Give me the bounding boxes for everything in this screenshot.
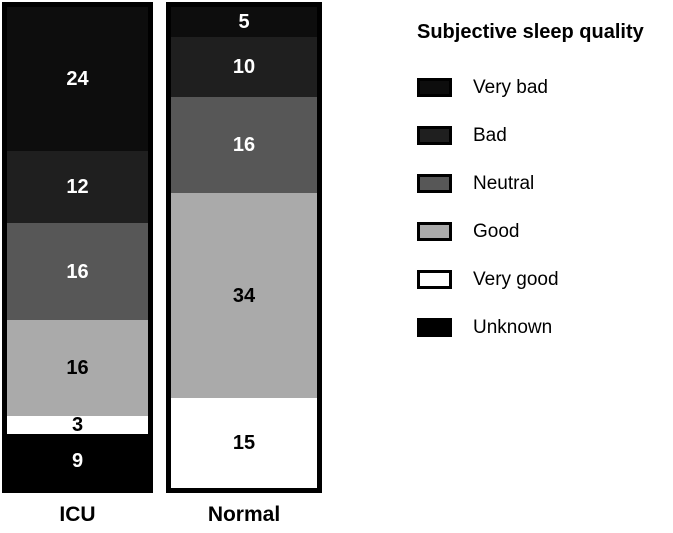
- legend-item-label: Unknown: [473, 316, 553, 338]
- bar-column-icu: 24 12 16 16 3 9 ICU: [2, 2, 153, 527]
- bar-segment-icu-good: 16: [7, 319, 148, 416]
- legend-items: Very bad Bad Neutral Good Very good Unknown: [417, 76, 644, 338]
- segment-value-label: 34: [232, 284, 256, 307]
- legend-swatch-icon: [417, 270, 452, 289]
- legend: Subjective sleep quality Very bad Bad Neut…: [417, 22, 644, 366]
- bar-segment-normal-bad: 10: [171, 37, 317, 98]
- legend-item-good: Good: [417, 220, 644, 242]
- stacked-bar-chart: 24 12 16 16 3 9 ICU 5 10 16 34 15 Normal: [2, 2, 322, 527]
- segment-value-label: 3: [71, 413, 84, 436]
- segment-value-label: 9: [71, 449, 84, 472]
- bar-segment-icu-bad: 12: [7, 151, 148, 224]
- legend-item-label: Neutral: [473, 172, 535, 194]
- segment-value-label: 16: [232, 134, 256, 157]
- segment-value-label: 10: [232, 56, 256, 79]
- bar-column-normal: 5 10 16 34 15 Normal: [166, 2, 322, 527]
- segment-value-label: 24: [66, 68, 89, 91]
- bar-segment-icu-very-good: 3: [7, 413, 148, 436]
- legend-swatch-icon: [417, 78, 452, 97]
- stacked-bar-icu: 24 12 16 16 3 9: [2, 2, 153, 493]
- bar-segment-normal-very-good: 15: [171, 397, 317, 488]
- legend-item-label: Very good: [473, 268, 559, 290]
- bar-segment-normal-neutral: 16: [171, 97, 317, 194]
- legend-item-label: Bad: [473, 124, 507, 146]
- legend-swatch-icon: [417, 126, 452, 145]
- legend-swatch-icon: [417, 174, 452, 193]
- legend-swatch-icon: [417, 222, 452, 241]
- bar-segment-icu-neutral: 16: [7, 223, 148, 320]
- segment-value-label: 16: [66, 356, 89, 379]
- segment-value-label: 15: [232, 431, 256, 454]
- segment-value-label: 12: [66, 176, 89, 199]
- bar-segment-icu-unknown: 9: [7, 433, 148, 488]
- legend-item-unknown: Unknown: [417, 316, 644, 338]
- bar-segment-icu-very-bad: 24: [7, 7, 148, 152]
- legend-item-label: Very bad: [473, 76, 548, 98]
- category-label-icu: ICU: [59, 503, 96, 526]
- segment-value-label: 5: [238, 11, 250, 34]
- bar-segment-normal-very-bad: 5: [171, 7, 317, 38]
- segment-value-label: 16: [66, 260, 89, 283]
- legend-item-label: Good: [473, 220, 520, 242]
- stacked-bar-normal: 5 10 16 34 15: [166, 2, 322, 493]
- legend-item-very-bad: Very bad: [417, 76, 644, 98]
- bar-segment-normal-good: 34: [171, 193, 317, 398]
- category-label-normal: Normal: [207, 503, 281, 526]
- legend-swatch-icon: [417, 318, 452, 337]
- legend-item-neutral: Neutral: [417, 172, 644, 194]
- legend-item-bad: Bad: [417, 124, 644, 146]
- legend-title: Subjective sleep quality: [417, 21, 644, 43]
- legend-item-very-good: Very good: [417, 268, 644, 290]
